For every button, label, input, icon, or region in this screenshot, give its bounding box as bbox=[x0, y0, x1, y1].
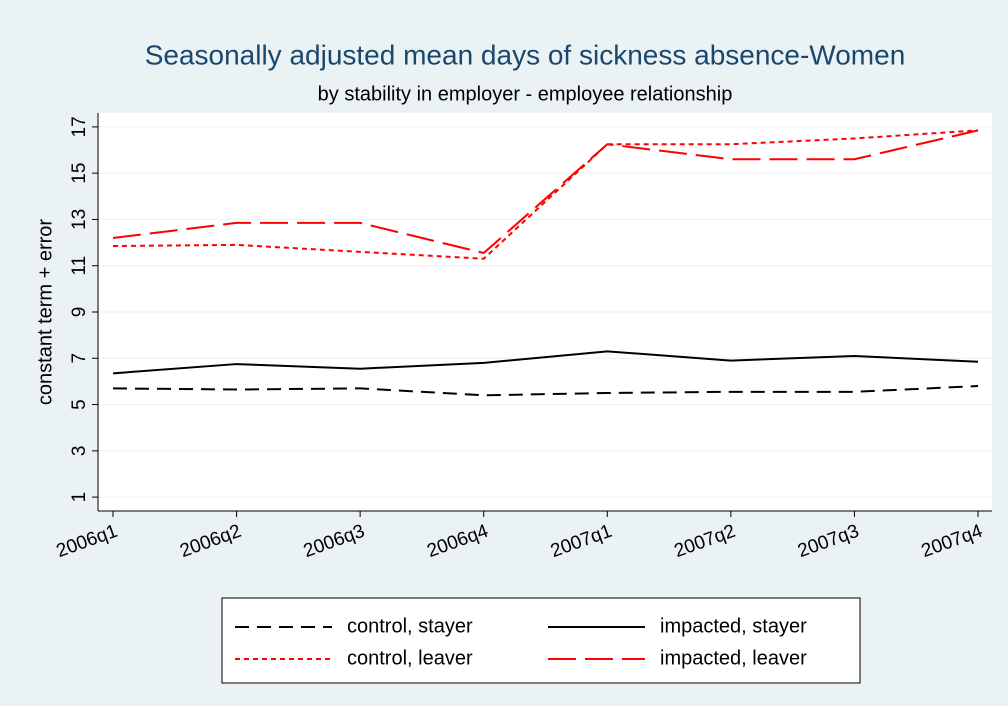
y-tick-label: 13 bbox=[69, 209, 90, 230]
legend-label: control, leaver bbox=[347, 647, 473, 669]
series-line bbox=[112, 129, 979, 260]
y-tick-label: 11 bbox=[69, 256, 90, 276]
legend-label: control, stayer bbox=[347, 615, 473, 637]
y-tick-label: 7 bbox=[69, 353, 90, 364]
chart-subtitle: by stability in employer - employee rela… bbox=[318, 83, 733, 105]
y-tick-label: 17 bbox=[69, 116, 90, 137]
series-line bbox=[112, 129, 979, 255]
legend-label: impacted, leaver bbox=[660, 647, 807, 669]
y-tick-label: 1 bbox=[69, 492, 90, 503]
series-line bbox=[112, 350, 979, 375]
legend-label: impacted, stayer bbox=[660, 615, 807, 637]
chart-title: Seasonally adjusted mean days of sicknes… bbox=[145, 39, 906, 70]
series-line bbox=[112, 385, 979, 397]
y-tick-label: 3 bbox=[69, 446, 90, 457]
y-tick-label: 15 bbox=[69, 163, 90, 184]
y-tick-label: 9 bbox=[69, 307, 90, 318]
y-tick-label: 5 bbox=[69, 399, 90, 410]
legend-box bbox=[221, 597, 861, 684]
y-axis-title: constant term + error bbox=[34, 219, 56, 406]
